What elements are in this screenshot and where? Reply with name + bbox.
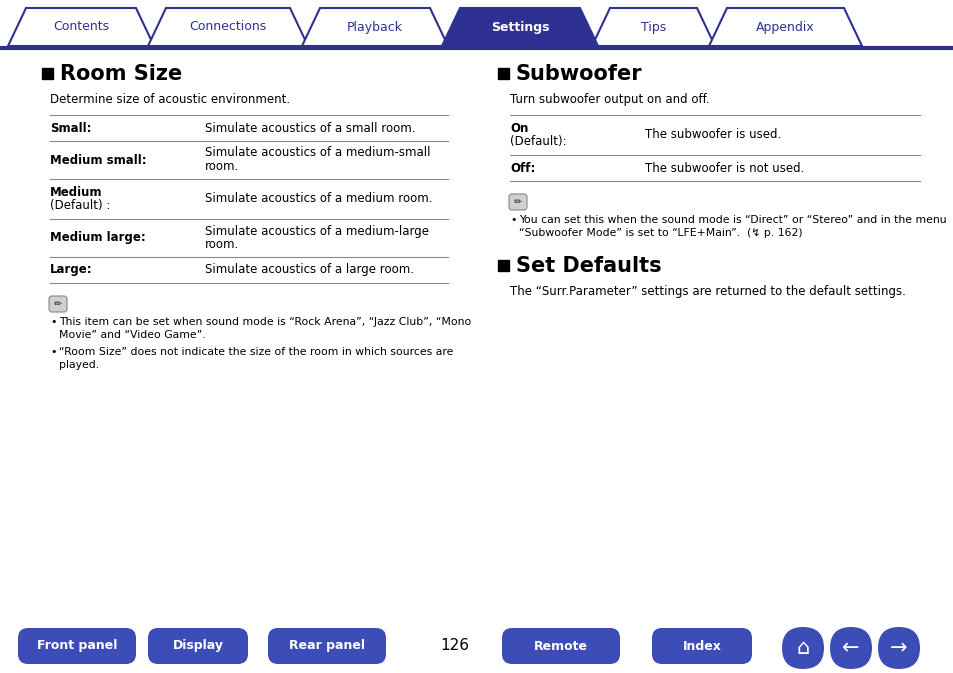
Polygon shape <box>708 8 862 46</box>
Text: •: • <box>510 215 516 225</box>
FancyBboxPatch shape <box>18 628 136 664</box>
Text: Connections: Connections <box>190 20 266 34</box>
Text: Remote: Remote <box>534 639 587 653</box>
Text: Simulate acoustics of a small room.: Simulate acoustics of a small room. <box>205 122 416 135</box>
Text: Display: Display <box>172 639 223 653</box>
Text: Movie” and “Video Game”.: Movie” and “Video Game”. <box>59 330 206 340</box>
Text: Small:: Small: <box>50 122 91 135</box>
FancyBboxPatch shape <box>781 627 823 669</box>
Text: ←: ← <box>841 638 859 658</box>
Text: Off:: Off: <box>510 162 535 174</box>
Text: “Room Size” does not indicate the size of the room in which sources are: “Room Size” does not indicate the size o… <box>59 347 453 357</box>
Text: On: On <box>510 122 528 135</box>
FancyBboxPatch shape <box>877 627 919 669</box>
Bar <box>497 68 509 79</box>
Text: room.: room. <box>205 238 239 252</box>
Text: →: → <box>889 638 907 658</box>
FancyBboxPatch shape <box>49 296 67 312</box>
Text: This item can be set when sound mode is “Rock Arena”, “Jazz Club”, “Mono: This item can be set when sound mode is … <box>59 317 471 327</box>
FancyBboxPatch shape <box>509 194 526 210</box>
Text: “Subwoofer Mode” is set to “LFE+Main”.  (↯ p. 162): “Subwoofer Mode” is set to “LFE+Main”. (… <box>518 228 801 238</box>
Text: Turn subwoofer output on and off.: Turn subwoofer output on and off. <box>510 93 709 106</box>
Text: ⌂: ⌂ <box>796 638 809 658</box>
Text: Medium: Medium <box>50 186 102 199</box>
Polygon shape <box>302 8 448 46</box>
FancyBboxPatch shape <box>501 628 619 664</box>
Text: Tips: Tips <box>640 20 665 34</box>
Text: room.: room. <box>205 160 239 174</box>
Text: The subwoofer is not used.: The subwoofer is not used. <box>644 162 803 174</box>
Text: Large:: Large: <box>50 264 92 277</box>
Polygon shape <box>592 8 714 46</box>
Text: Medium large:: Medium large: <box>50 232 146 244</box>
Text: played.: played. <box>59 360 99 370</box>
Text: •: • <box>50 317 56 327</box>
Text: Room Size: Room Size <box>60 63 182 83</box>
Text: Settings: Settings <box>490 20 549 34</box>
Text: ✏: ✏ <box>514 197 521 207</box>
Text: Subwoofer: Subwoofer <box>516 63 642 83</box>
FancyBboxPatch shape <box>829 627 871 669</box>
Bar <box>497 260 509 271</box>
Text: Simulate acoustics of a medium-large: Simulate acoustics of a medium-large <box>205 225 429 238</box>
Text: Appendix: Appendix <box>756 20 814 34</box>
Text: The subwoofer is used.: The subwoofer is used. <box>644 129 781 141</box>
Text: Simulate acoustics of a medium-small: Simulate acoustics of a medium-small <box>205 147 430 160</box>
Text: Rear panel: Rear panel <box>289 639 365 653</box>
FancyBboxPatch shape <box>651 628 751 664</box>
Text: Set Defaults: Set Defaults <box>516 256 661 275</box>
Text: Medium small:: Medium small: <box>50 153 147 166</box>
Polygon shape <box>441 8 598 46</box>
Text: (Default) :: (Default) : <box>50 199 111 213</box>
Text: Playback: Playback <box>347 20 402 34</box>
Text: 126: 126 <box>440 639 469 653</box>
Polygon shape <box>148 8 308 46</box>
Text: (Default):: (Default): <box>510 135 566 149</box>
Text: Simulate acoustics of a medium room.: Simulate acoustics of a medium room. <box>205 192 432 205</box>
Text: Index: Index <box>681 639 720 653</box>
Text: Front panel: Front panel <box>37 639 117 653</box>
Text: Contents: Contents <box>52 20 109 34</box>
Text: ✏: ✏ <box>54 299 62 309</box>
Polygon shape <box>8 8 153 46</box>
FancyBboxPatch shape <box>148 628 248 664</box>
FancyBboxPatch shape <box>268 628 386 664</box>
Text: The “Surr.Parameter” settings are returned to the default settings.: The “Surr.Parameter” settings are return… <box>510 285 905 298</box>
Text: Determine size of acoustic environment.: Determine size of acoustic environment. <box>50 93 290 106</box>
Bar <box>42 68 53 79</box>
Text: You can set this when the sound mode is “Direct” or “Stereo” and in the menu: You can set this when the sound mode is … <box>518 215 945 225</box>
Text: Simulate acoustics of a large room.: Simulate acoustics of a large room. <box>205 264 414 277</box>
Text: •: • <box>50 347 56 357</box>
